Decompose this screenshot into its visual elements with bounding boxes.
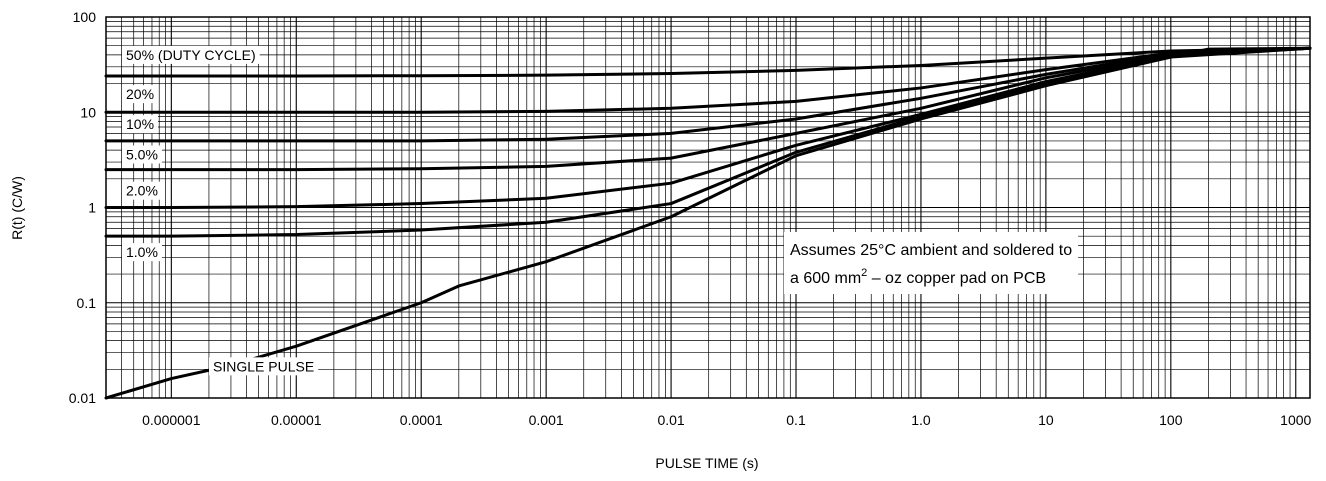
curve-label-3: 10% — [122, 115, 159, 134]
x-tick-label: 0.0001 — [400, 412, 443, 428]
annotation-background — [784, 232, 1079, 294]
svg-text:5.0%: 5.0% — [126, 147, 158, 163]
y-tick-label: 0.01 — [69, 390, 96, 406]
curve-label-2: 20% — [122, 85, 159, 104]
tick-layer: 0.000001 0.00001 0.0001 0.001 0.01 0.1 1.0 10 10… — [69, 9, 1312, 428]
y-tick-label: 10 — [80, 104, 96, 120]
x-tick-label: 10 — [1038, 412, 1054, 428]
y-tick-label: 1 — [88, 200, 96, 216]
plot-frame — [105, 16, 1311, 399]
series-line-2 — [104, 46, 1312, 114]
label-layer: 50% (DUTY CYCLE) 20% 10% 5.0% 2.0% 1.0% SINGLE… — [122, 45, 319, 376]
svg-text:10%: 10% — [126, 116, 154, 132]
series-line-1 — [104, 46, 1312, 78]
y-tick-label: 100 — [73, 9, 97, 25]
y-tick-label: 0.1 — [77, 295, 97, 311]
x-tick-label: 0.00001 — [271, 412, 322, 428]
x-tick-label: 0.000001 — [142, 412, 201, 428]
annotation-line-2: a 600 mm2 – oz copper pad on PCB — [790, 267, 1046, 287]
x-tick-label: 0.01 — [657, 412, 684, 428]
x-tick-label: 1000 — [1280, 412, 1311, 428]
x-tick-label: 100 — [1159, 412, 1183, 428]
curve-label-1: 50% (DUTY CYCLE) — [122, 45, 260, 64]
series-line-7 — [104, 46, 1312, 400]
svg-text:1.0%: 1.0% — [126, 244, 158, 260]
svg-text:20%: 20% — [126, 86, 154, 102]
series-line-5 — [104, 46, 1312, 209]
series-line-4 — [104, 46, 1312, 172]
series-layer — [104, 46, 1312, 400]
x-tick-label: 1.0 — [911, 412, 931, 428]
annotation-note: Assumes 25°C ambient and soldered to a 60… — [784, 232, 1079, 294]
curve-label-7: SINGLE PULSE — [209, 357, 319, 376]
curve-label-5: 2.0% — [122, 181, 162, 200]
x-tick-label: 0.001 — [529, 412, 564, 428]
svg-text:SINGLE PULSE: SINGLE PULSE — [213, 358, 314, 374]
svg-text:50% (DUTY CYCLE): 50% (DUTY CYCLE) — [126, 47, 256, 63]
y-axis-title: R(t) (C/W) — [9, 176, 25, 240]
annotation-line-1: Assumes 25°C ambient and soldered to — [790, 242, 1072, 259]
series-line-3 — [104, 46, 1312, 143]
curve-label-6: 1.0% — [122, 243, 162, 262]
curve-label-4: 5.0% — [122, 145, 162, 164]
svg-text:2.0%: 2.0% — [126, 183, 158, 199]
x-tick-label: 0.1 — [786, 412, 806, 428]
x-axis-title: PULSE TIME (s) — [655, 455, 758, 471]
